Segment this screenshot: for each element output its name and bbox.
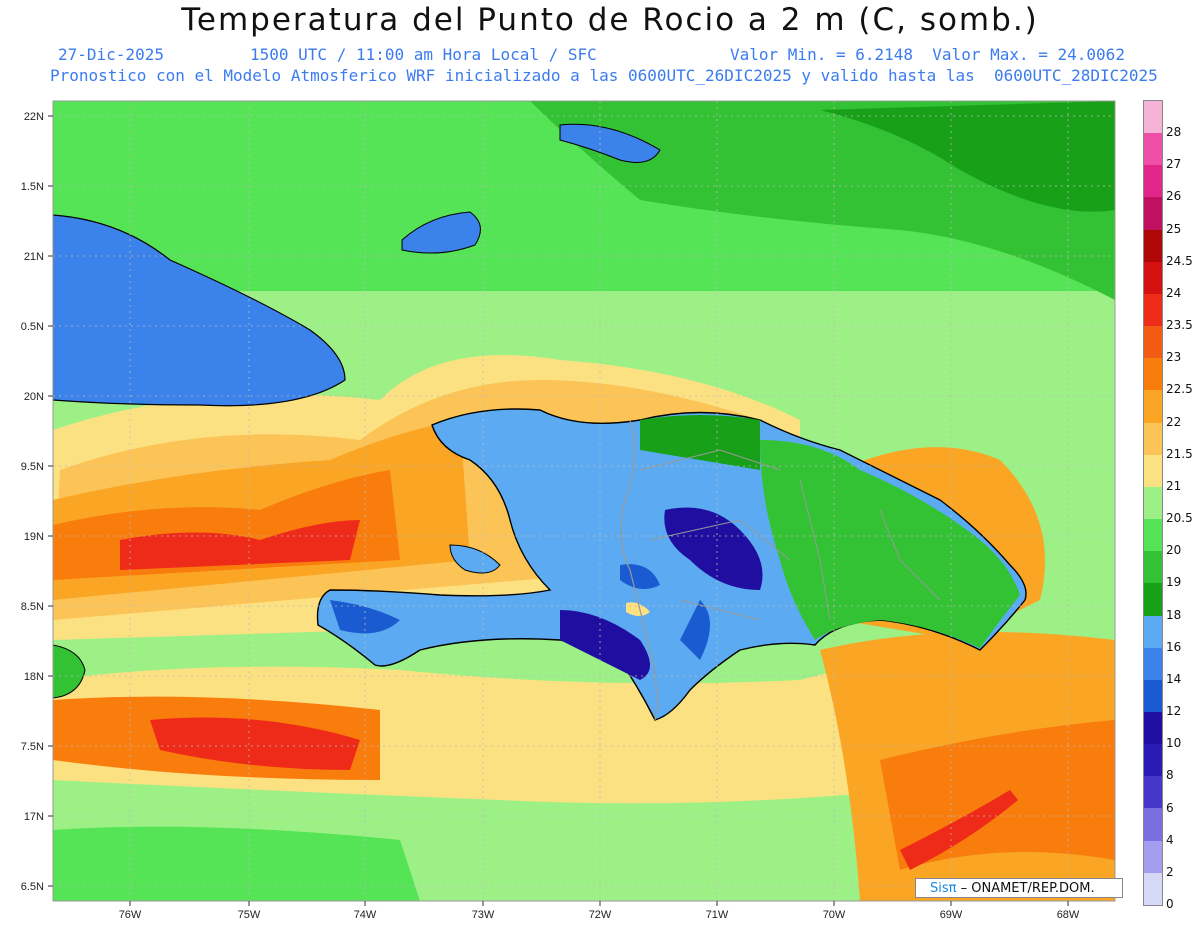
legend-label: 23 [1166, 350, 1182, 365]
legend-swatch [1144, 229, 1162, 262]
legend-swatch [1144, 358, 1162, 391]
lon-label: 69W [940, 909, 963, 921]
color-legend-bar [1143, 100, 1163, 906]
legend-label: 21.5 [1166, 446, 1193, 461]
legend-swatch [1144, 454, 1162, 487]
lat-label: 20N [24, 391, 44, 403]
legend-label: 20 [1166, 543, 1182, 558]
min-max-label: Valor Min. = 6.2148 Valor Max. = 24.0062 [730, 45, 1125, 64]
legend-swatch [1144, 261, 1162, 294]
lat-label: 6.5N [21, 881, 44, 893]
lat-label: 1.5N [21, 181, 44, 193]
legend-swatch [1144, 583, 1162, 616]
legend-label: 28 [1166, 125, 1182, 140]
date-label: 27-Dic-2025 [58, 45, 164, 64]
lat-label: 21N [24, 251, 44, 263]
lon-label: 76W [119, 909, 142, 921]
legend-swatch [1144, 390, 1162, 423]
forecast-label: Pronostico con el Modelo Atmosferico WRF… [50, 66, 1158, 85]
map-title: Temperatura del Punto de Rocio a 2 m (C,… [181, 2, 1039, 38]
legend-label: 10 [1166, 736, 1182, 751]
legend-swatch [1144, 744, 1162, 777]
lon-label: 71W [706, 909, 729, 921]
lat-label: 8.5N [21, 601, 44, 613]
lat-label: 0.5N [21, 321, 44, 333]
legend-swatch [1144, 326, 1162, 359]
lon-label: 74W [354, 909, 377, 921]
legend-label: 27 [1166, 157, 1182, 172]
legend-swatch [1144, 422, 1162, 455]
legend-swatch [1144, 519, 1162, 552]
legend-label: 14 [1166, 671, 1182, 686]
legend-swatch [1144, 486, 1162, 520]
legend-label: 24.5 [1166, 253, 1193, 268]
lon-label: 73W [472, 909, 495, 921]
lat-label: 18N [24, 671, 44, 683]
legend-label: 23.5 [1166, 318, 1193, 333]
legend-swatch [1144, 679, 1162, 712]
legend-label: 20.5 [1166, 511, 1193, 526]
lon-label: 68W [1057, 909, 1080, 921]
lat-label: 7.5N [21, 741, 44, 753]
lat-label: 22N [24, 111, 44, 123]
legend-swatch [1144, 808, 1162, 841]
legend-swatch [1144, 615, 1162, 648]
lon-label: 75W [238, 909, 261, 921]
legend-swatch [1144, 165, 1162, 198]
sispi-logo-text: Sisπ [930, 881, 957, 896]
legend-swatch [1144, 711, 1162, 745]
legend-swatch [1144, 872, 1162, 905]
lat-label: 17N [24, 811, 44, 823]
legend-label: 22 [1166, 414, 1182, 429]
legend-label: 2 [1166, 864, 1174, 879]
legend-label: 0 [1166, 897, 1174, 911]
legend-label: 16 [1166, 639, 1182, 654]
lon-label: 72W [589, 909, 612, 921]
credit-text: – ONAMET/REP.DOM. [956, 881, 1095, 896]
legend-label: 8 [1166, 768, 1174, 783]
legend-label: 22.5 [1166, 382, 1193, 397]
legend-label: 19 [1166, 575, 1182, 590]
legend-label: 25 [1166, 221, 1182, 236]
lat-label: 9.5N [21, 461, 44, 473]
legend-swatch [1144, 101, 1162, 134]
legend-swatch [1144, 840, 1162, 873]
legend-swatch [1144, 647, 1162, 680]
legend-label: 12 [1166, 704, 1182, 719]
legend-swatch [1144, 197, 1162, 230]
legend-swatch [1144, 551, 1162, 584]
legend-swatch [1144, 293, 1162, 327]
credit-box: Sisπ – ONAMET/REP.DOM. [915, 878, 1123, 898]
lat-label: 19N [24, 531, 44, 543]
lon-label: 70W [823, 909, 846, 921]
legend-label: 21 [1166, 478, 1182, 493]
time-label: 1500 UTC / 11:00 am Hora Local / SFC [250, 45, 597, 64]
legend-label: 24 [1166, 285, 1182, 300]
legend-swatch [1144, 133, 1162, 166]
legend-label: 4 [1166, 832, 1174, 847]
legend-label: 6 [1166, 800, 1174, 815]
legend-swatch [1144, 776, 1162, 809]
legend-label: 18 [1166, 607, 1182, 622]
legend-label: 26 [1166, 189, 1182, 204]
